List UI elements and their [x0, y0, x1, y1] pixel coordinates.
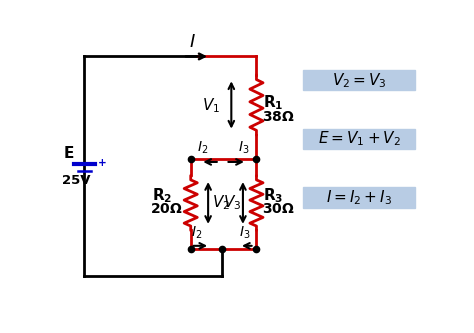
Text: $I = I_2 + I_3$: $I = I_2 + I_3$ [326, 188, 392, 207]
Text: $\mathbf{R_2}$: $\mathbf{R_2}$ [152, 186, 173, 205]
Text: $I_3$: $I_3$ [238, 140, 250, 156]
Text: E: E [64, 146, 74, 161]
Text: $V_1$: $V_1$ [202, 96, 220, 115]
Text: $I_2$: $I_2$ [198, 140, 209, 156]
Text: $I$: $I$ [189, 33, 196, 51]
Text: $V_2$: $V_2$ [212, 193, 230, 212]
Text: 25V: 25V [63, 174, 91, 187]
Text: +: + [98, 158, 107, 168]
Text: $V_2 = V_3$: $V_2 = V_3$ [332, 71, 386, 90]
FancyBboxPatch shape [303, 129, 415, 149]
Text: $\mathbf{38\Omega}$: $\mathbf{38\Omega}$ [262, 110, 295, 124]
FancyBboxPatch shape [303, 187, 415, 207]
Text: $V_3$: $V_3$ [223, 193, 241, 212]
Text: $\mathbf{30\Omega}$: $\mathbf{30\Omega}$ [262, 202, 295, 216]
Text: $E = V_1 + V_2$: $E = V_1 + V_2$ [318, 130, 401, 148]
Text: $I_2$: $I_2$ [191, 224, 202, 241]
Text: $\mathbf{R_1}$: $\mathbf{R_1}$ [264, 93, 284, 112]
Text: $\mathbf{R_3}$: $\mathbf{R_3}$ [264, 186, 284, 205]
Text: $\mathbf{20\Omega}$: $\mathbf{20\Omega}$ [150, 202, 183, 216]
FancyBboxPatch shape [303, 70, 415, 90]
Text: $I_3$: $I_3$ [239, 224, 251, 241]
